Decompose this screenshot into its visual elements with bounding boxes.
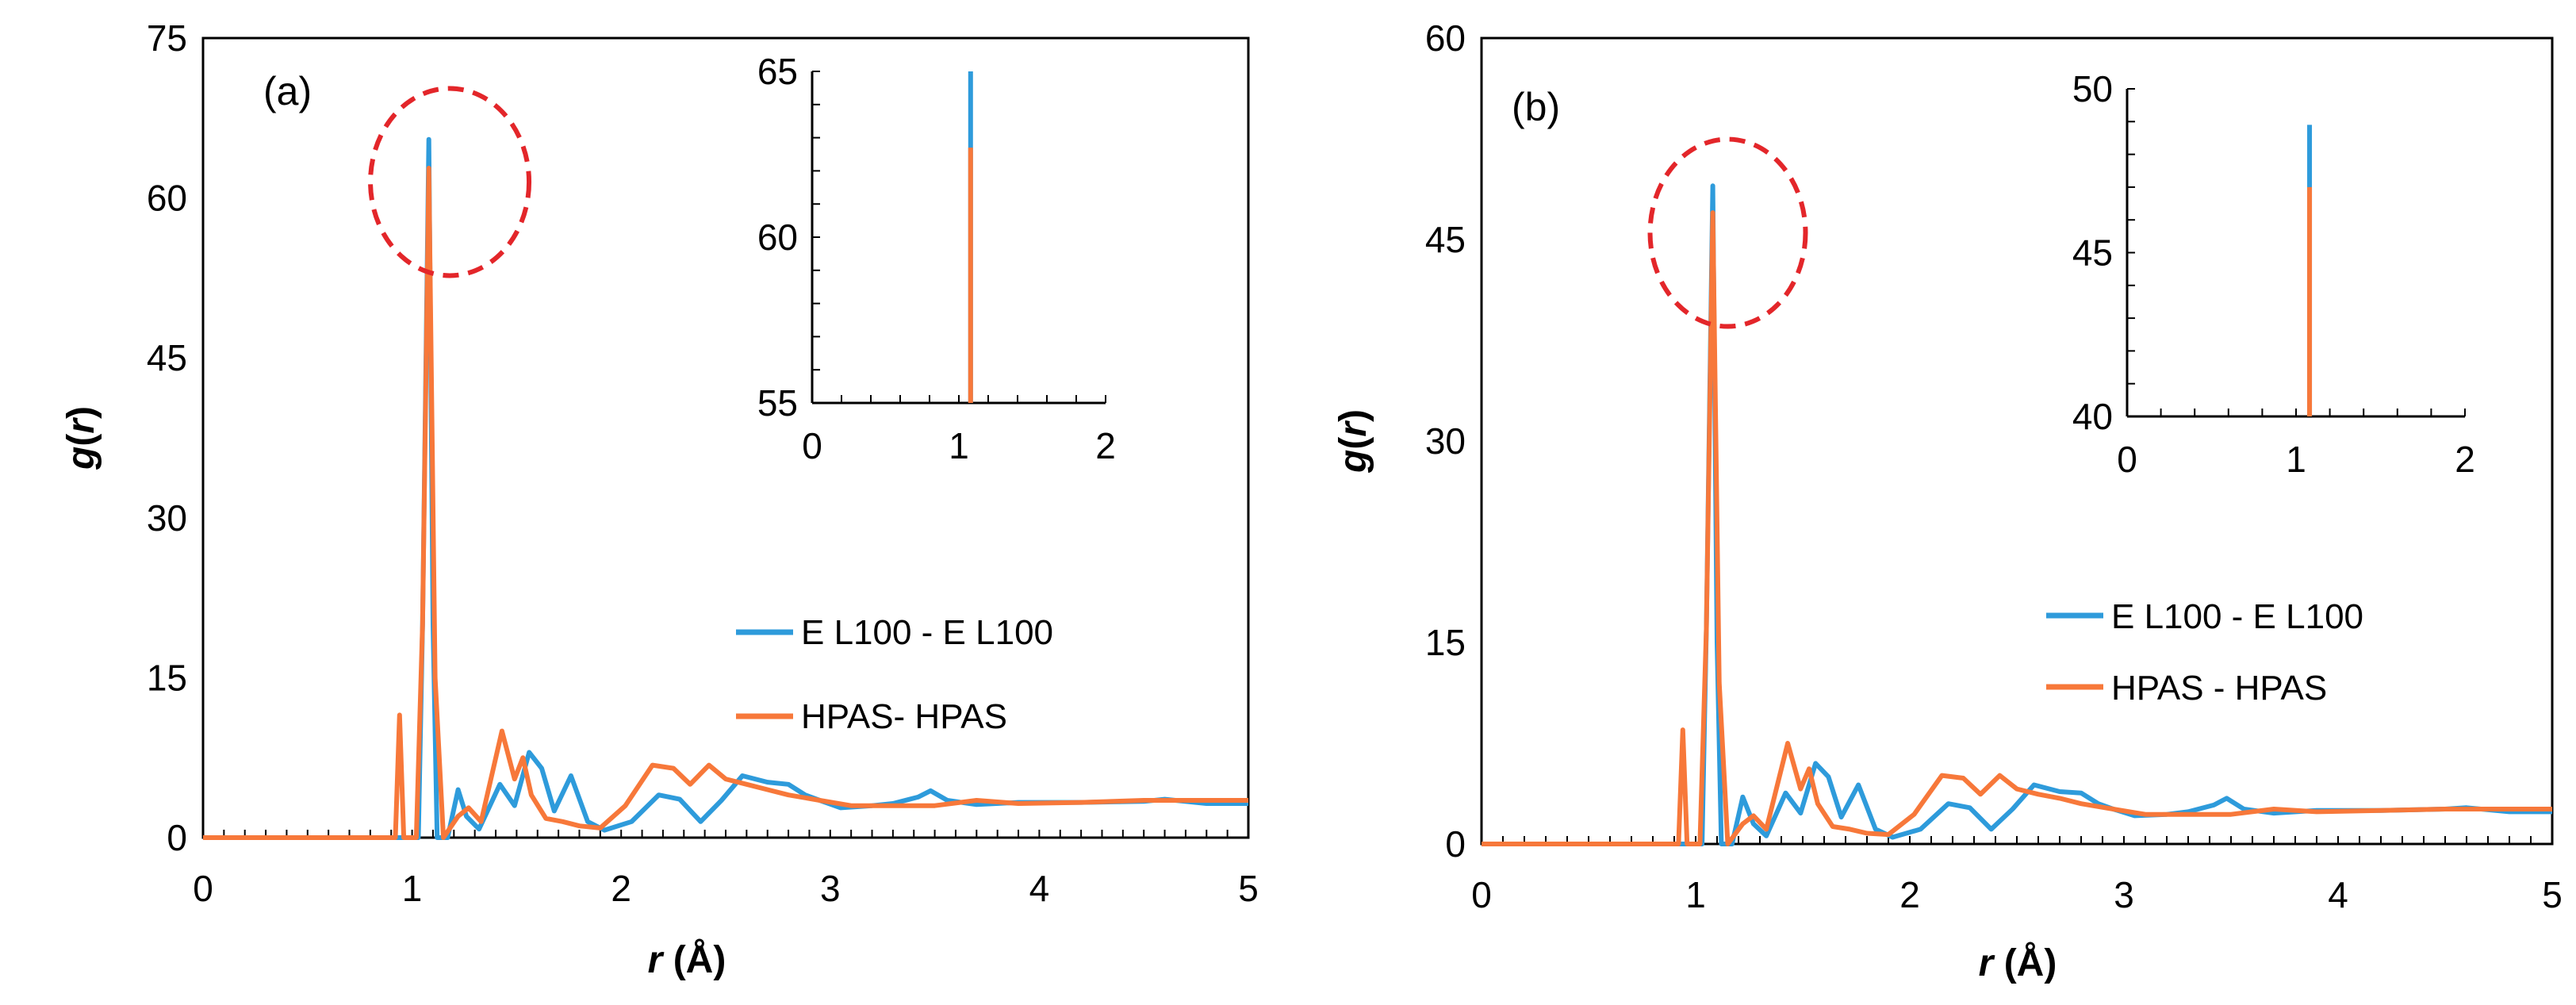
x-tick-label: 1	[402, 868, 423, 909]
x-tick-label: 2	[611, 868, 631, 909]
panel-a-label: (a)	[263, 69, 312, 113]
panel-b-legend-label-blue: E L100 - E L100	[2111, 597, 2363, 636]
panel-b-x-ticks: 0 1 2 3 4 5	[1471, 836, 2563, 915]
y-tick-label: 60	[147, 178, 187, 219]
x-tick-label: 5	[2542, 874, 2563, 915]
inset-x-tick-label: 2	[1095, 425, 1116, 466]
x-tick-label: 4	[1029, 868, 1050, 909]
panel-a-inset: 55 60 65 0 1 2	[757, 51, 1116, 466]
inset-x-tick-label: 0	[2117, 439, 2137, 480]
panel-b-x-axis-title: r (Å)	[1979, 942, 2057, 984]
x-tick-label: 0	[1471, 874, 1492, 915]
panel-a-inset-ticks: 55 60 65 0 1 2	[757, 51, 1116, 466]
y-tick-label: 15	[147, 657, 187, 698]
x-tick-label: 4	[2328, 874, 2348, 915]
inset-x-tick-label: 1	[2286, 439, 2306, 480]
x-tick-label: 3	[820, 868, 841, 909]
panel-b-frame	[1480, 36, 2554, 846]
series-line-blue	[1482, 183, 2552, 846]
inset-y-tick-label: 65	[757, 51, 798, 92]
x-tick-label: 3	[2114, 874, 2134, 915]
panel-a-y-ticks: 0 15 30 45 60 75	[147, 17, 187, 858]
series-line-orange	[203, 166, 1248, 840]
series-line-orange	[1482, 210, 2552, 846]
panel-b-legend-label-orange: HPAS - HPAS	[2111, 669, 2327, 708]
y-tick-label: 75	[147, 17, 187, 59]
inset-x-tick-label: 0	[802, 425, 822, 466]
inset-y-tick-label: 40	[2072, 396, 2113, 437]
y-tick-label: 60	[1425, 17, 1466, 59]
panel-a-x-ticks: 0 1 2 3 4 5	[193, 830, 1259, 909]
y-tick-label: 30	[147, 497, 187, 539]
y-tick-label: 0	[1445, 823, 1466, 865]
panel-a-series	[203, 136, 1248, 840]
panel-a-x-axis-title: r (Å)	[648, 938, 726, 981]
inset-y-tick-label: 60	[757, 217, 798, 258]
inset-x-tick-label: 2	[2455, 439, 2475, 480]
y-tick-label: 15	[1425, 622, 1466, 663]
panel-b-series	[1482, 183, 2552, 846]
panel-b-y-axis-title: g(r)	[1332, 409, 1374, 474]
inset-y-tick-label: 45	[2072, 232, 2113, 274]
y-tick-label: 30	[1425, 420, 1466, 462]
panel-b-highlight-ellipse	[1647, 136, 1808, 329]
panel-b-label: (b)	[1512, 85, 1560, 129]
panel-a-highlight-ellipse	[368, 86, 532, 278]
x-tick-label: 2	[1899, 874, 1920, 915]
inset-x-tick-label: 1	[949, 425, 969, 466]
series-line-blue	[203, 136, 1248, 840]
y-tick-label: 0	[167, 817, 187, 858]
x-tick-label: 1	[1685, 874, 1706, 915]
panel-b-inset-ticks: 40 45 50 0 1 2	[2072, 68, 2475, 480]
panel-b-inset: 40 45 50 0 1 2	[2072, 68, 2475, 480]
y-tick-label: 45	[1425, 219, 1466, 260]
panel-a-legend-label-blue: E L100 - E L100	[801, 613, 1053, 652]
x-tick-label: 5	[1238, 868, 1259, 909]
inset-y-tick-label: 50	[2072, 68, 2113, 109]
panel-a-legend: E L100 - E L100 HPAS- HPAS	[736, 613, 1053, 736]
panel-a-y-axis-title: g(r)	[60, 406, 102, 470]
y-tick-label: 45	[147, 337, 187, 378]
panel-a-frame	[201, 36, 1250, 839]
panel-b-legend: E L100 - E L100 HPAS - HPAS	[2046, 597, 2363, 708]
x-tick-label: 0	[193, 868, 213, 909]
inset-y-tick-label: 55	[757, 382, 798, 424]
panel-b-y-ticks: 0 15 30 45 60	[1425, 17, 1466, 865]
panel-a-legend-label-orange: HPAS- HPAS	[801, 697, 1007, 736]
